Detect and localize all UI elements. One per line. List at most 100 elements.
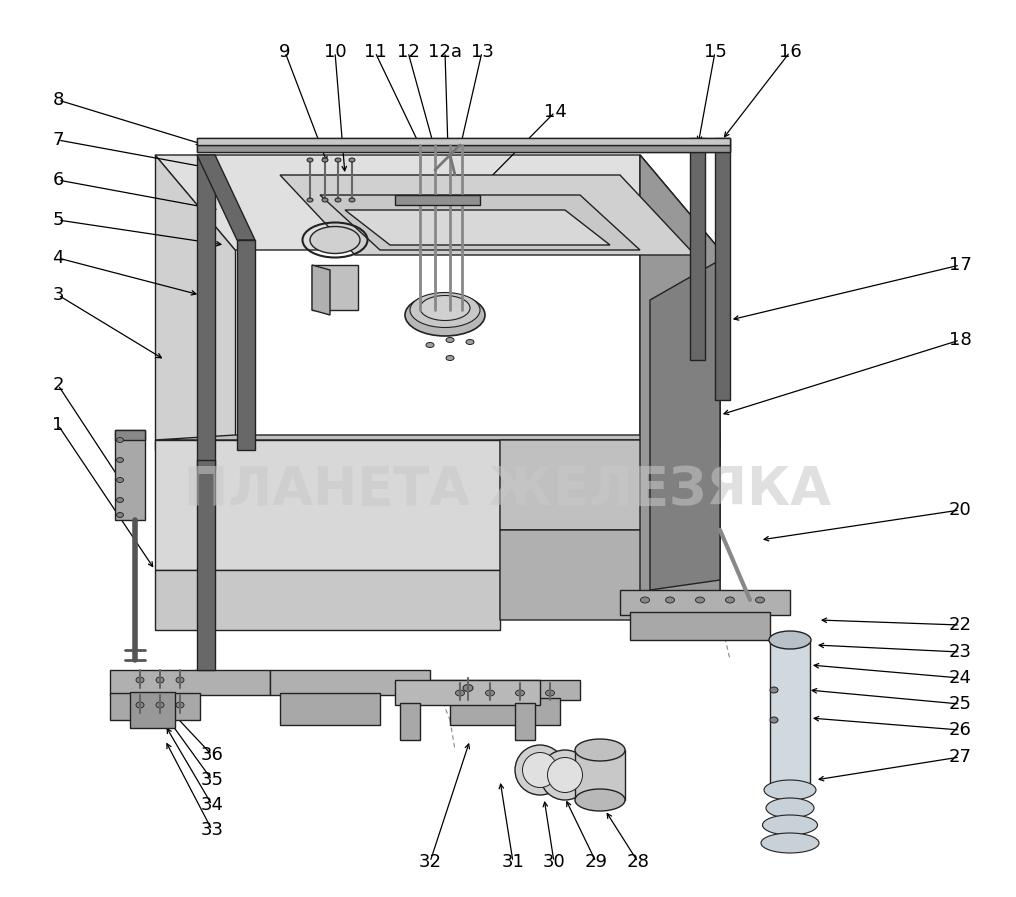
Ellipse shape [455,690,464,696]
Polygon shape [280,693,380,725]
Text: 12: 12 [396,43,420,61]
Ellipse shape [770,687,778,693]
Ellipse shape [762,815,818,835]
Polygon shape [155,435,720,440]
Text: 5: 5 [52,211,64,229]
Polygon shape [640,155,720,450]
Polygon shape [155,155,235,450]
Polygon shape [320,195,640,250]
Text: 26: 26 [949,721,971,739]
Polygon shape [197,138,731,152]
Text: 34: 34 [200,796,224,814]
Ellipse shape [640,597,649,603]
Ellipse shape [176,677,184,683]
Ellipse shape [548,757,582,793]
Polygon shape [630,612,770,640]
Ellipse shape [156,677,164,683]
Ellipse shape [117,512,124,518]
Ellipse shape [117,477,124,483]
Polygon shape [395,195,480,205]
Ellipse shape [307,198,313,202]
Polygon shape [270,670,430,695]
Ellipse shape [769,631,811,649]
Text: 14: 14 [544,103,567,121]
Polygon shape [500,530,720,620]
Text: 10: 10 [324,43,346,61]
Ellipse shape [575,789,625,811]
Polygon shape [430,680,580,700]
Polygon shape [155,570,500,630]
Text: 20: 20 [949,501,971,519]
Ellipse shape [420,295,470,320]
Text: 6: 6 [52,171,64,189]
Text: 4: 4 [52,249,64,267]
Text: 18: 18 [949,331,971,349]
Text: 7: 7 [52,131,64,149]
Text: 23: 23 [949,643,971,661]
Text: 9: 9 [279,43,291,61]
Ellipse shape [350,158,355,162]
Polygon shape [130,692,175,728]
Ellipse shape [515,745,565,795]
Polygon shape [395,680,539,705]
Ellipse shape [156,702,164,708]
Text: 30: 30 [543,853,565,871]
Polygon shape [115,430,145,440]
Polygon shape [110,670,270,695]
Text: 12a: 12a [428,43,462,61]
Polygon shape [115,430,145,520]
Ellipse shape [546,690,555,696]
Ellipse shape [335,198,341,202]
Ellipse shape [117,498,124,502]
Text: 28: 28 [627,853,649,871]
Ellipse shape [405,294,485,336]
Text: 3: 3 [52,286,64,304]
Text: 8: 8 [52,91,64,109]
Ellipse shape [766,798,814,818]
Text: 22: 22 [949,616,971,634]
Ellipse shape [322,158,328,162]
Ellipse shape [486,690,495,696]
Ellipse shape [761,833,819,853]
Polygon shape [690,138,705,360]
Ellipse shape [575,739,625,761]
Text: 24: 24 [949,669,971,687]
Polygon shape [345,210,610,245]
Ellipse shape [770,717,778,723]
Polygon shape [715,138,731,400]
Polygon shape [770,640,810,790]
Polygon shape [575,750,625,800]
Polygon shape [640,155,720,620]
Ellipse shape [446,337,454,343]
Text: 1: 1 [52,416,64,434]
Polygon shape [110,693,200,720]
Text: 27: 27 [949,748,971,766]
Text: 11: 11 [364,43,386,61]
Polygon shape [312,265,330,315]
Ellipse shape [307,158,313,162]
Text: 31: 31 [502,853,524,871]
Text: 29: 29 [584,853,608,871]
Polygon shape [197,138,731,145]
Polygon shape [450,698,560,725]
Ellipse shape [410,292,480,327]
Text: ПЛАНЕТА ЖЕЛЕЗЯКА: ПЛАНЕТА ЖЕЛЕЗЯКА [185,464,831,516]
Ellipse shape [515,690,524,696]
Ellipse shape [725,597,735,603]
Text: 17: 17 [949,256,971,274]
Ellipse shape [446,355,454,361]
Text: 36: 36 [200,746,224,764]
Ellipse shape [466,339,474,344]
Polygon shape [197,145,731,152]
Polygon shape [500,435,720,530]
Text: 35: 35 [200,771,224,789]
Text: 15: 15 [703,43,726,61]
Polygon shape [155,440,500,570]
Ellipse shape [310,227,360,254]
Ellipse shape [426,343,434,347]
Ellipse shape [463,684,473,692]
Ellipse shape [136,677,144,683]
Ellipse shape [136,702,144,708]
Ellipse shape [665,597,675,603]
Polygon shape [515,703,535,740]
